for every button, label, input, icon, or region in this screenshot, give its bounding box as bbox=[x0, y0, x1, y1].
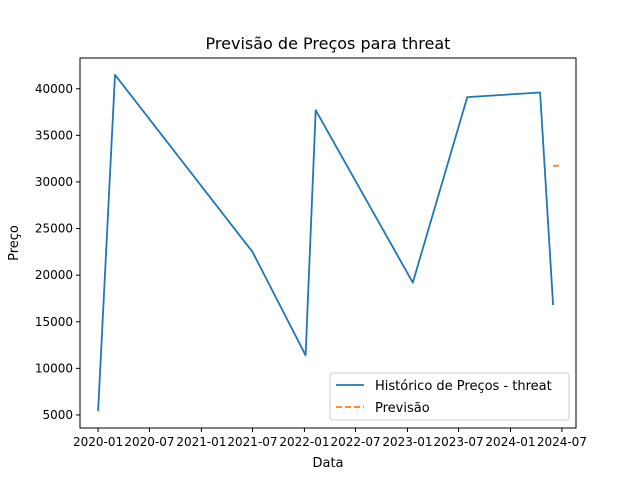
legend-frame bbox=[329, 372, 570, 421]
x-tick-label-2: 2021-01 bbox=[176, 435, 226, 449]
plot-background bbox=[80, 58, 576, 428]
legend: Histórico de Preços - threat Previsão bbox=[329, 372, 570, 421]
x-tick-label-5: 2022-07 bbox=[330, 435, 380, 449]
series-layer bbox=[97, 73, 562, 412]
chart-title: Previsão de Preços para threat bbox=[206, 34, 451, 53]
y-tick-label-4: 25000 bbox=[35, 222, 73, 236]
x-axis: 2020-01 2020-07 2021-01 2021-07 2022-01 2022-… bbox=[73, 428, 587, 449]
series-line-1 bbox=[553, 164, 562, 167]
x-tick-label-6: 2023-01 bbox=[382, 435, 432, 449]
legend-label-previsao: Previsão bbox=[375, 401, 430, 416]
x-tick-label-8: 2024-01 bbox=[485, 435, 535, 449]
x-tick-label-0: 2020-01 bbox=[73, 435, 123, 449]
x-axis-label: Data bbox=[312, 456, 343, 471]
plot-area bbox=[79, 57, 577, 429]
y-tick-label-5: 30000 bbox=[35, 175, 73, 189]
series-line-0 bbox=[97, 73, 554, 412]
y-tick-label-7: 40000 bbox=[35, 82, 73, 96]
x-tick-label-4: 2022-01 bbox=[279, 435, 329, 449]
y-axis-label: Preço bbox=[7, 225, 22, 261]
y-tick-label-2: 15000 bbox=[35, 315, 73, 329]
y-axis: 5000 10000 15000 20000 25000 30000 35000 40000 bbox=[35, 82, 80, 422]
x-tick-label-1: 2020-07 bbox=[124, 435, 174, 449]
y-tick-label-0: 5000 bbox=[42, 408, 73, 422]
legend-label-historico: Histórico de Preços - threat bbox=[375, 379, 552, 394]
x-tick-label-9: 2024-07 bbox=[537, 435, 587, 449]
y-tick-label-6: 35000 bbox=[35, 128, 73, 142]
y-tick-label-1: 10000 bbox=[35, 361, 73, 375]
x-tick-label-3: 2021-07 bbox=[227, 435, 277, 449]
x-tick-label-7: 2023-07 bbox=[433, 435, 483, 449]
plot-frame bbox=[79, 57, 577, 429]
y-tick-label-3: 20000 bbox=[35, 268, 73, 282]
